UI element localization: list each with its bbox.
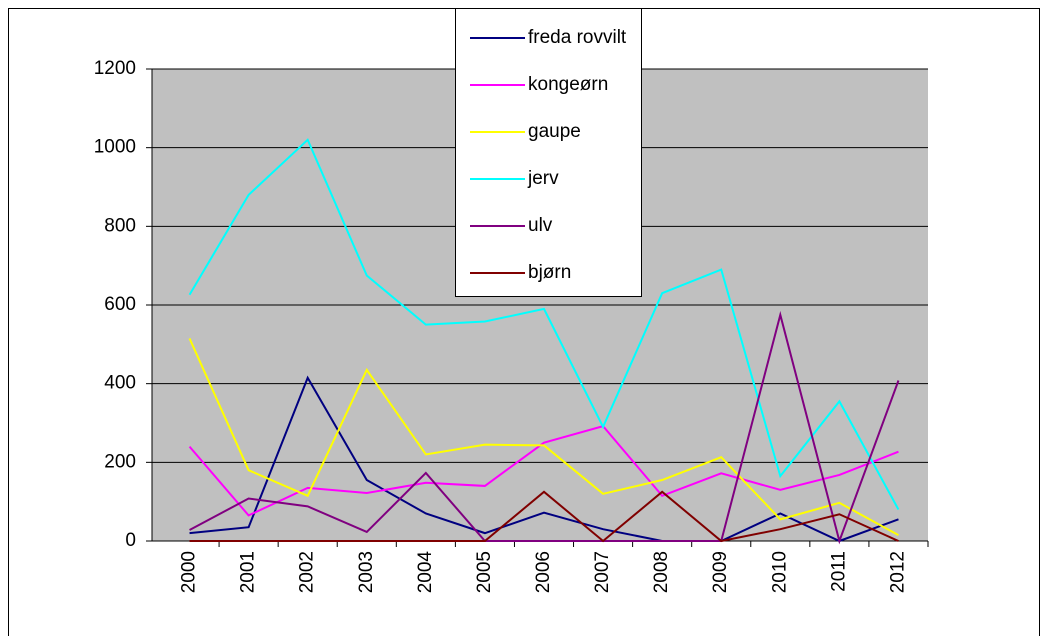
x-tick-label: 2005	[474, 551, 495, 593]
x-tick-label: 2009	[710, 551, 731, 593]
series-line	[188, 425, 899, 517]
x-tick-label: 2002	[297, 551, 318, 593]
series-line	[189, 490, 899, 543]
y-tick-label: 200	[104, 451, 136, 472]
x-tick-label: 2004	[415, 551, 436, 594]
legend-label: gaupe	[528, 121, 581, 142]
y-tick-label: 1000	[94, 137, 136, 158]
x-tick-label: 2000	[179, 551, 200, 593]
x-tick-label: 2001	[238, 551, 259, 593]
series-line	[189, 310, 900, 545]
legend-label: jerv	[527, 168, 559, 189]
legend-label: ulv	[528, 215, 553, 236]
x-tick-label: 2006	[533, 551, 554, 593]
series-line	[188, 338, 899, 536]
x-tick-label: 2010	[769, 551, 790, 593]
y-tick-label: 800	[104, 215, 136, 236]
x-tick-label: 2003	[356, 551, 377, 593]
legend-box	[455, 8, 642, 297]
x-tick-label: 2012	[887, 551, 908, 593]
x-tick-label: 2011	[828, 551, 849, 592]
y-tick-label: 400	[104, 373, 136, 394]
series-line	[189, 375, 899, 543]
y-tick-label: 1200	[94, 58, 136, 79]
x-tick-label: 2008	[651, 551, 672, 593]
x-tick-label: 2007	[592, 551, 613, 593]
y-tick-label: 0	[125, 530, 136, 551]
series-line	[188, 138, 900, 511]
legend-label: kongeørn	[528, 74, 608, 95]
legend-label: bjørn	[528, 262, 571, 283]
y-tick-label: 600	[104, 294, 136, 315]
legend-label: freda rovvilt	[528, 27, 627, 48]
